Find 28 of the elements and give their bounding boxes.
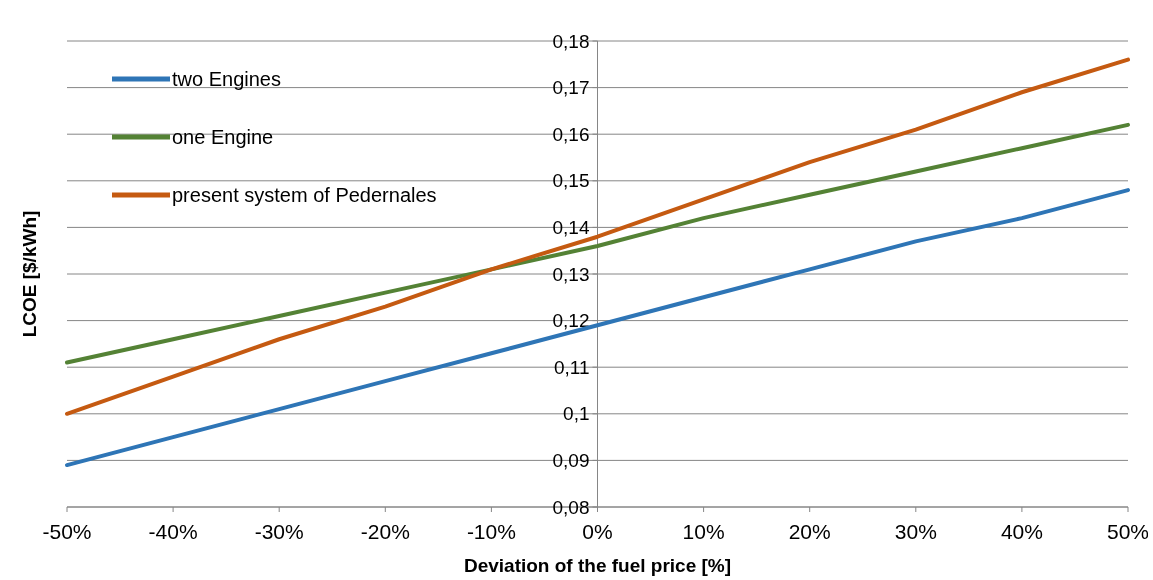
y-tick-label: 0,18 — [552, 30, 590, 52]
y-tick-label: 0,12 — [552, 310, 590, 332]
line-series — [65, 188, 1130, 468]
y-tick-label: 0,17 — [552, 77, 590, 99]
y-tick-label: 0,14 — [552, 217, 590, 239]
y-tick-label: 0,09 — [552, 450, 590, 472]
x-tick-label: -30% — [254, 520, 304, 543]
x-tick-label: 40% — [1000, 520, 1043, 543]
y-tick-label: 0,1 — [563, 403, 590, 425]
legend-label: present system of Pedernales — [172, 184, 437, 206]
y-tick-label: 0,08 — [552, 496, 590, 518]
x-tick-label: 10% — [682, 520, 725, 543]
y-axis-title: LCOE [$/kWh] — [19, 210, 40, 338]
legend-label: one Engine — [172, 126, 274, 148]
y-tick-label: 0,15 — [552, 170, 590, 192]
legend-label: two Engines — [172, 68, 281, 90]
y-tick-label: 0,13 — [552, 263, 590, 285]
y-tick-label: 0,11 — [553, 356, 590, 378]
x-tick-label: -10% — [466, 520, 516, 543]
x-tick-label: -50% — [42, 520, 92, 543]
x-tick-label: 50% — [1106, 520, 1150, 543]
x-axis-title: Deviation of the fuel price [%] — [463, 555, 732, 576]
x-tick-label: 0% — [582, 520, 613, 543]
x-tick-label: 30% — [894, 520, 937, 543]
x-tick-label: 20% — [788, 520, 831, 543]
x-tick-label: -40% — [148, 520, 198, 543]
y-tick-label: 0,16 — [552, 123, 590, 145]
x-tick-label: -20% — [360, 520, 410, 543]
